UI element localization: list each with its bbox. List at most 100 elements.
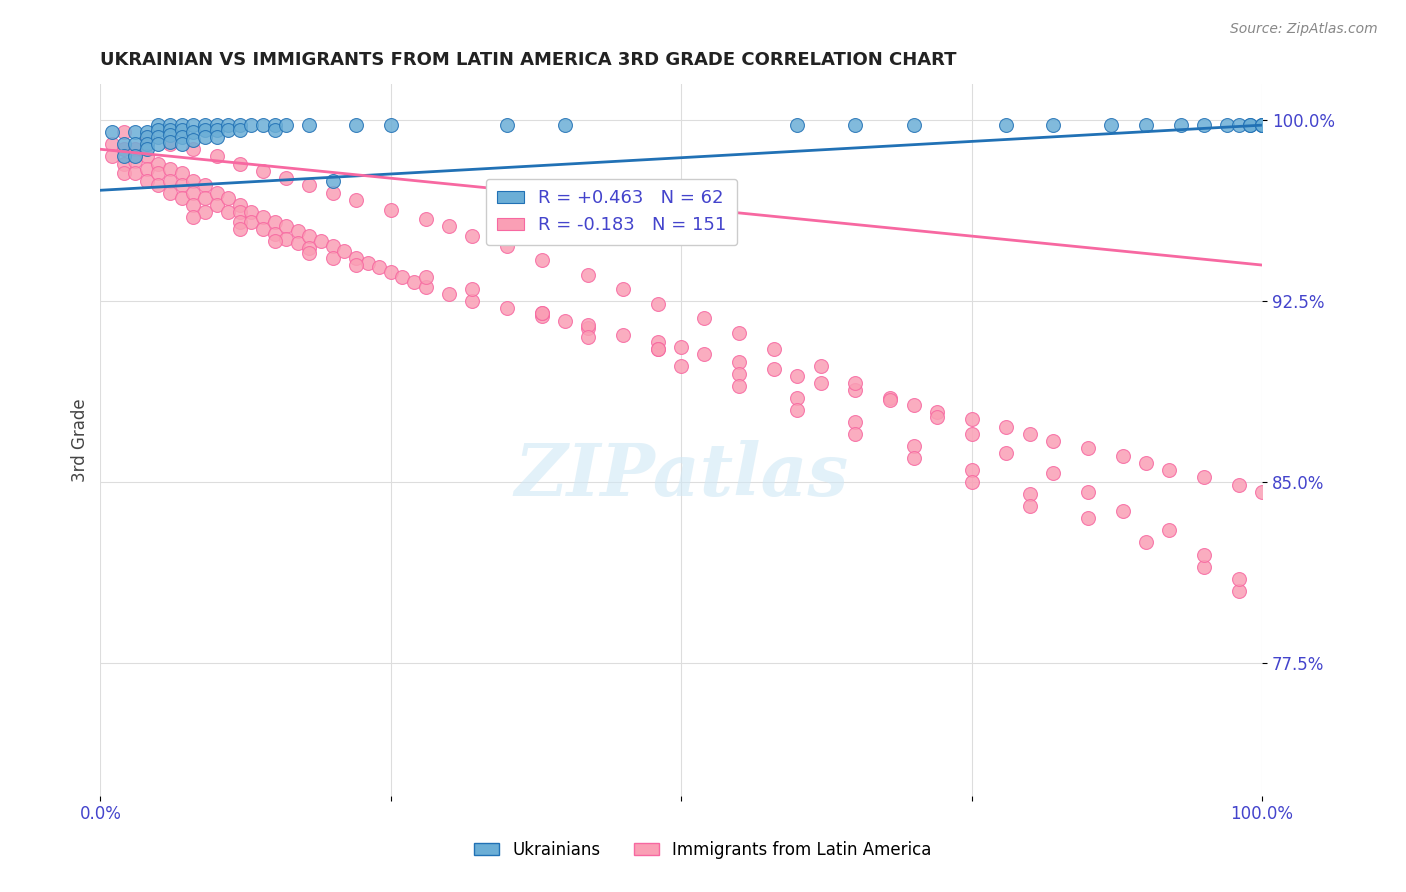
- Point: [728, 367, 751, 381]
- Point: [1251, 118, 1274, 132]
- Point: [995, 446, 1018, 460]
- Point: [415, 270, 437, 285]
- Point: [530, 306, 553, 320]
- Point: [960, 426, 983, 441]
- Point: [1192, 118, 1215, 132]
- Point: [124, 166, 146, 180]
- Point: [124, 125, 146, 139]
- Point: [1251, 484, 1274, 499]
- Point: [728, 326, 751, 340]
- Point: [298, 241, 321, 255]
- Point: [205, 130, 228, 145]
- Point: [229, 118, 252, 132]
- Point: [344, 193, 367, 207]
- Point: [380, 118, 402, 132]
- Point: [693, 347, 716, 361]
- Point: [101, 125, 124, 139]
- Point: [217, 190, 239, 204]
- Point: [810, 359, 832, 374]
- Point: [903, 118, 925, 132]
- Point: [1239, 118, 1261, 132]
- Point: [1251, 118, 1274, 132]
- Point: [1077, 511, 1099, 525]
- Point: [194, 123, 217, 137]
- Point: [135, 130, 157, 145]
- Point: [148, 137, 170, 152]
- Point: [1135, 456, 1157, 470]
- Point: [1227, 477, 1250, 491]
- Point: [1159, 463, 1181, 477]
- Point: [461, 229, 484, 244]
- Point: [229, 123, 252, 137]
- Point: [380, 202, 402, 217]
- Point: [322, 186, 344, 200]
- Point: [960, 475, 983, 490]
- Point: [217, 205, 239, 219]
- Point: [844, 415, 866, 429]
- Point: [1077, 484, 1099, 499]
- Point: [276, 219, 298, 234]
- Point: [1192, 470, 1215, 484]
- Point: [903, 439, 925, 453]
- Point: [333, 244, 356, 258]
- Point: [170, 130, 193, 145]
- Point: [159, 128, 181, 142]
- Point: [112, 149, 135, 163]
- Point: [101, 149, 124, 163]
- Point: [159, 137, 181, 152]
- Text: UKRAINIAN VS IMMIGRANTS FROM LATIN AMERICA 3RD GRADE CORRELATION CHART: UKRAINIAN VS IMMIGRANTS FROM LATIN AMERI…: [100, 51, 957, 69]
- Point: [170, 166, 193, 180]
- Point: [554, 313, 576, 327]
- Point: [763, 361, 786, 376]
- Point: [159, 118, 181, 132]
- Point: [576, 318, 599, 333]
- Point: [728, 354, 751, 368]
- Point: [240, 214, 263, 228]
- Point: [437, 219, 460, 234]
- Point: [135, 130, 157, 145]
- Point: [1227, 118, 1250, 132]
- Point: [298, 178, 321, 193]
- Point: [170, 123, 193, 137]
- Point: [786, 118, 808, 132]
- Point: [402, 275, 425, 289]
- Point: [496, 118, 519, 132]
- Point: [844, 384, 866, 398]
- Point: [1077, 442, 1099, 456]
- Point: [287, 236, 309, 251]
- Point: [309, 234, 332, 248]
- Point: [170, 190, 193, 204]
- Point: [344, 118, 367, 132]
- Point: [181, 118, 204, 132]
- Point: [844, 118, 866, 132]
- Point: [1159, 524, 1181, 538]
- Point: [1135, 535, 1157, 549]
- Point: [124, 142, 146, 156]
- Point: [159, 173, 181, 187]
- Point: [135, 149, 157, 163]
- Point: [1111, 504, 1133, 518]
- Point: [217, 123, 239, 137]
- Point: [135, 125, 157, 139]
- Point: [391, 270, 413, 285]
- Point: [263, 234, 285, 248]
- Point: [995, 419, 1018, 434]
- Point: [380, 265, 402, 279]
- Point: [322, 173, 344, 187]
- Point: [844, 376, 866, 391]
- Point: [496, 301, 519, 316]
- Point: [647, 343, 669, 357]
- Point: [229, 205, 252, 219]
- Point: [124, 154, 146, 169]
- Point: [496, 239, 519, 253]
- Point: [1099, 118, 1122, 132]
- Point: [263, 118, 285, 132]
- Point: [322, 239, 344, 253]
- Point: [298, 246, 321, 260]
- Point: [101, 137, 124, 152]
- Point: [194, 130, 217, 145]
- Point: [252, 210, 274, 224]
- Point: [903, 450, 925, 465]
- Point: [344, 258, 367, 272]
- Point: [148, 118, 170, 132]
